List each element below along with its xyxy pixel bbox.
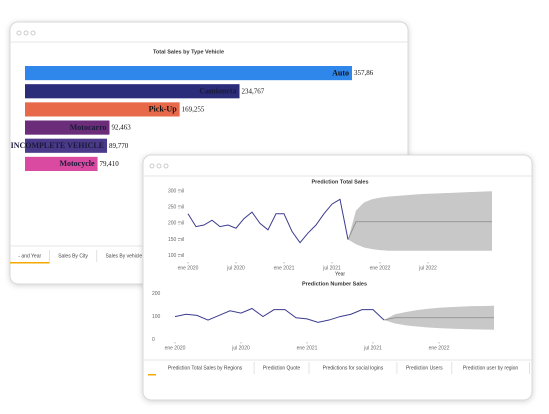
bar-label: Motocarro — [70, 123, 107, 132]
bar — [25, 120, 110, 135]
chart-title: Total Sales by Type Vehicle — [153, 49, 224, 55]
x-tick-label: jul 2020 — [231, 345, 250, 351]
data-label: 357,86 — [354, 69, 374, 77]
window-frame — [142, 154, 533, 401]
window: Prediction Total Sales 100 mil 150 mil 200 … — [142, 154, 549, 401]
x-tick-label: jul 2022 — [418, 265, 437, 271]
line — [187, 198, 349, 244]
data-label: 234,767 — [242, 87, 265, 95]
y-tick-label: 300 mil — [168, 189, 184, 195]
content: Prediction Total Sales 100 mil 150 mil 200 … — [148, 179, 549, 376]
bar — [25, 156, 98, 172]
tab[interactable]: Prediction Quote — [263, 365, 300, 371]
y-tick-label: 0 — [152, 337, 155, 343]
window-dot — [23, 30, 29, 36]
tab[interactable]: Prediction Total Sales by Regions — [168, 365, 243, 371]
bar-label: INCOMPLETE VEHICLE — [11, 141, 104, 150]
bar-label: Motocycle — [59, 159, 95, 168]
x-tick-label: ene 2020 — [178, 265, 199, 271]
window-dot — [149, 163, 155, 169]
bar — [25, 84, 240, 99]
x-tick-label: ene 2020 — [165, 345, 186, 351]
x-tick-label: ene 2022 — [370, 265, 391, 271]
x-tick-label: jul 2020 — [226, 265, 245, 271]
line — [174, 307, 385, 323]
window-dot — [16, 30, 22, 36]
bar — [25, 66, 352, 81]
forecast-band — [348, 191, 492, 251]
y-tick-label: 200 — [152, 291, 161, 297]
tab[interactable]: Prediction Events — [539, 365, 549, 371]
bar-label: Pick-Up — [149, 105, 178, 114]
tab[interactable]: Sales By vehicle and mon — [105, 253, 163, 259]
data-label: 89,770 — [109, 142, 129, 150]
x-tick-label: ene 2021 — [297, 345, 318, 351]
data-label: 169,255 — [182, 106, 205, 114]
window: Total Sales by Type Vehicle Auto 357,86 Cam… — [9, 21, 409, 285]
tab-indicator — [10, 262, 50, 264]
tab[interactable]: Prediction Users — [406, 365, 443, 371]
tab[interactable]: Sales By City — [58, 253, 88, 259]
window-dot — [156, 163, 162, 169]
bar — [25, 138, 108, 153]
forecast-line — [383, 317, 494, 321]
y-tick-label: 100 mil — [168, 253, 184, 259]
chart-title: Prediction Total Sales — [311, 179, 368, 185]
bar — [25, 102, 180, 117]
bar-label: Camioneta — [199, 87, 236, 96]
x-tick-label: ene 2021 — [274, 265, 295, 271]
forecast-line — [347, 221, 492, 240]
data-label: 79,410 — [100, 160, 120, 168]
window-dot — [163, 163, 169, 169]
y-tick-label: 200 mil — [168, 221, 184, 227]
x-tick-label: jul 2021 — [363, 345, 382, 351]
tab[interactable]: - and Year — [18, 253, 41, 259]
tab-indicator — [148, 374, 156, 376]
bar-label: Auto — [332, 68, 349, 77]
x-tick-label: ene 2022 — [429, 345, 450, 351]
x-tick-label: jul 2021 — [322, 265, 341, 271]
data-label: 92,463 — [111, 124, 131, 132]
tab[interactable]: Prediction user by region — [463, 365, 519, 371]
chart-title: Prediction Number Sales — [302, 281, 367, 287]
window-dot — [30, 30, 36, 36]
content: Total Sales by Type Vehicle Auto 357,86 Cam… — [10, 49, 374, 264]
y-tick-label: 100 — [152, 314, 161, 320]
y-tick-label: 250 mil — [168, 205, 184, 211]
y-tick-label: 150 mil — [168, 237, 184, 243]
tab[interactable]: Predictions for social logins — [323, 365, 384, 371]
x-axis-label: Year — [335, 271, 345, 277]
